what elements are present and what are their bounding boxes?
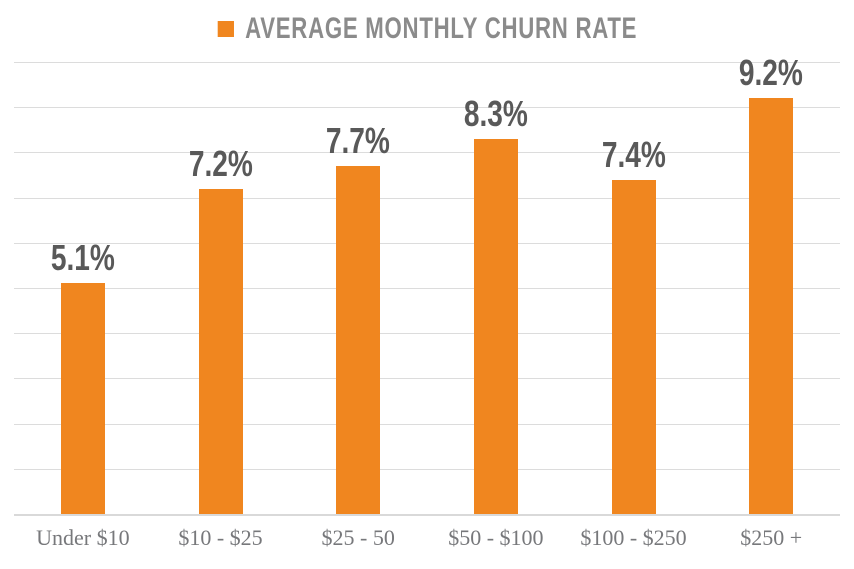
category-label: $25 - 50 xyxy=(321,525,395,550)
chart-legend: AVERAGE MONTHLY CHURN RATE xyxy=(0,12,854,45)
gridline xyxy=(14,333,840,335)
gridline xyxy=(14,423,840,425)
value-label: 8.3% xyxy=(463,92,528,134)
category-label: Under $10 xyxy=(36,525,130,550)
bar-column: 7.2% xyxy=(152,62,290,514)
gridline xyxy=(14,288,840,289)
category-label: $100 - $250 xyxy=(580,525,687,550)
category-label: $50 - $100 xyxy=(448,525,544,550)
bar-column: 7.4% xyxy=(565,62,703,514)
legend-label: AVERAGE MONTHLY CHURN RATE xyxy=(244,12,637,45)
value-label: 7.7% xyxy=(326,119,391,161)
category-label: $250 + xyxy=(740,525,803,550)
bar-column: 8.3% xyxy=(427,62,565,514)
value-label: 7.4% xyxy=(601,133,666,175)
bar xyxy=(749,98,794,514)
bar xyxy=(60,283,105,514)
value-label: 7.2% xyxy=(188,142,253,184)
value-label: 5.1% xyxy=(50,237,115,279)
gridline xyxy=(14,242,840,244)
legend-entry: AVERAGE MONTHLY CHURN RATE xyxy=(217,12,637,45)
gridline xyxy=(14,468,840,470)
gridline xyxy=(14,152,840,154)
legend-swatch-icon xyxy=(217,20,234,37)
gridline xyxy=(14,62,840,63)
x-axis-labels: Under $10 $10 - $25 $25 - 50 $50 - $100 $100… xyxy=(14,523,840,553)
gridline xyxy=(14,107,840,109)
category-label: $10 - $25 xyxy=(178,525,263,550)
bar-series: 5.1% 7.2% 7.7% 8.3% 7.4% 9.2% xyxy=(14,55,840,514)
gridline xyxy=(14,197,840,199)
plot-area: 5.1% 7.2% 7.7% 8.3% 7.4% 9.2% xyxy=(14,55,840,516)
gridline xyxy=(14,378,840,380)
bar-column: 5.1% xyxy=(14,62,152,514)
value-label: 9.2% xyxy=(739,52,804,94)
bar xyxy=(198,188,243,514)
bar xyxy=(473,138,518,514)
bar xyxy=(336,165,381,514)
bar-column: 7.7% xyxy=(289,62,427,514)
bar-column: 9.2% xyxy=(702,55,840,514)
bar xyxy=(611,179,656,514)
